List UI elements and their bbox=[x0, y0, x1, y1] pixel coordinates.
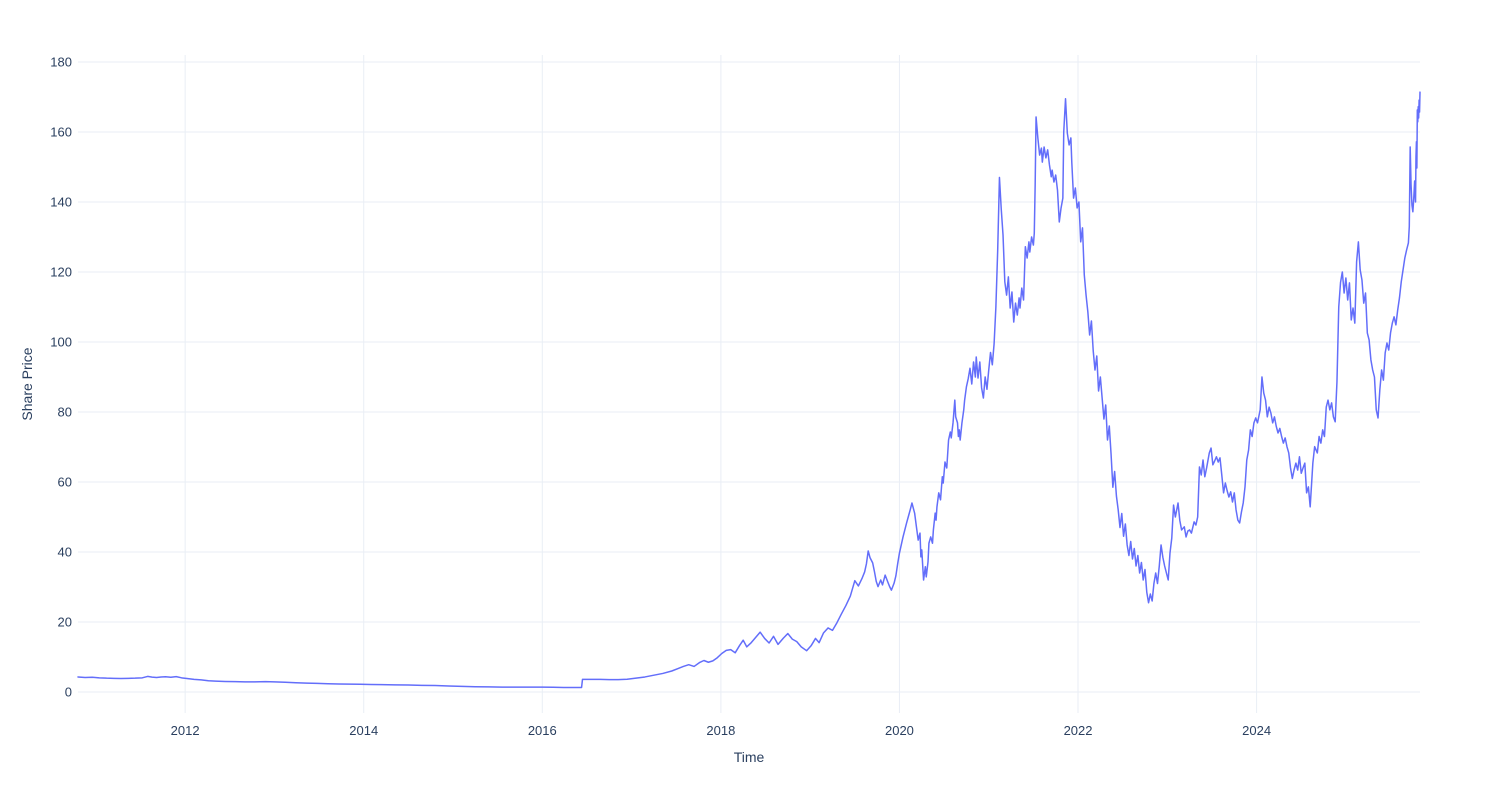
y-tick-label: 60 bbox=[58, 475, 72, 490]
x-tick-label: 2016 bbox=[528, 723, 557, 738]
y-tick-label: 100 bbox=[50, 335, 72, 350]
y-tick-label: 140 bbox=[50, 195, 72, 210]
plot-area[interactable] bbox=[78, 55, 1420, 713]
x-tick-label: 2012 bbox=[171, 723, 200, 738]
y-tick-label: 120 bbox=[50, 265, 72, 280]
y-tick-label: 180 bbox=[50, 55, 72, 70]
x-tick-label: 2018 bbox=[706, 723, 735, 738]
x-axis-title: Time bbox=[733, 749, 765, 765]
y-tick-label: 80 bbox=[58, 405, 72, 420]
y-tick-label: 0 bbox=[65, 685, 72, 700]
y-tick-label: 160 bbox=[50, 125, 72, 140]
x-tick-label: 2024 bbox=[1242, 723, 1271, 738]
x-tick-label: 2014 bbox=[349, 723, 378, 738]
y-tick-label: 20 bbox=[58, 615, 72, 630]
price-line-series bbox=[77, 91, 1421, 689]
y-axis-title: Share Price bbox=[19, 347, 35, 421]
gridlines bbox=[78, 55, 1420, 713]
x-tick-label: 2022 bbox=[1064, 723, 1093, 738]
x-tick-label: 2020 bbox=[885, 723, 914, 738]
y-tick-label: 40 bbox=[58, 545, 72, 560]
tick-labels: 2012 2014 2016 2018 2020 2022 2024 0 20 40 60 80 100… bbox=[50, 55, 1271, 739]
